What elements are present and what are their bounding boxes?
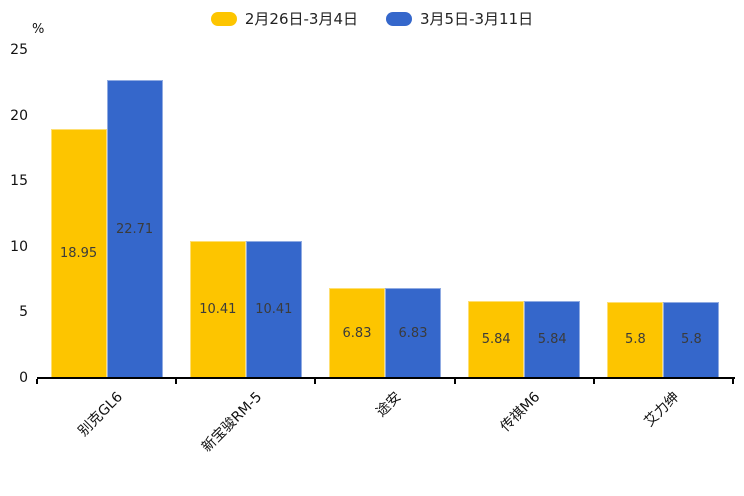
- x-axis-tick: [453, 379, 456, 384]
- y-axis-unit-label: %: [32, 22, 45, 37]
- bar-series1-艾力绅: [663, 301, 720, 378]
- legend-swatch-icon: [386, 11, 412, 26]
- y-axis-tick-label: 25: [10, 42, 28, 58]
- y-axis-tick-label: 20: [10, 107, 28, 124]
- bar-series1-新宝骏RM-5: [245, 241, 302, 378]
- y-axis-tick-label: 15: [10, 173, 28, 190]
- x-axis-label: 传祺M6: [497, 389, 544, 436]
- bar-series1-别克GL6: [106, 80, 163, 378]
- legend-label: 2月26日-3月4日: [244, 10, 358, 28]
- legend-swatch-icon: [210, 11, 237, 26]
- bar-series0-途安: [329, 288, 385, 378]
- legend-item-1[interactable]: 3月5日-3月11日: [386, 8, 533, 29]
- x-axis-label: 别克GL6: [75, 389, 127, 440]
- y-axis-tick-label: 10: [10, 238, 28, 255]
- x-axis-tick: [175, 379, 178, 384]
- bar-series0-艾力绅: [607, 301, 664, 378]
- legend: 2月26日-3月4日 3月5日-3月11日: [0, 8, 744, 29]
- x-axis-tick: [592, 379, 595, 384]
- x-axis-label: 艾力绅: [641, 389, 683, 431]
- bar-series0-别克GL6: [50, 129, 107, 378]
- bar-series1-传祺M6: [524, 301, 581, 378]
- x-axis-label: 途安: [373, 389, 405, 421]
- y-axis-tick-label: 5: [19, 304, 28, 321]
- bar-series0-新宝骏RM-5: [189, 241, 246, 378]
- x-axis-tick: [36, 379, 38, 384]
- x-axis-line: [37, 377, 735, 379]
- x-axis-tick: [732, 379, 734, 384]
- bar-series0-传祺M6: [468, 301, 525, 378]
- legend-label: 3月5日-3月11日: [420, 10, 534, 28]
- legend-item-0[interactable]: 2月26日-3月4日: [210, 8, 358, 29]
- y-axis-tick-label: 0: [19, 370, 28, 386]
- x-axis-label: 新宝骏RM-5: [198, 389, 266, 456]
- bar-series1-途安: [385, 288, 441, 378]
- x-axis-tick: [314, 379, 317, 384]
